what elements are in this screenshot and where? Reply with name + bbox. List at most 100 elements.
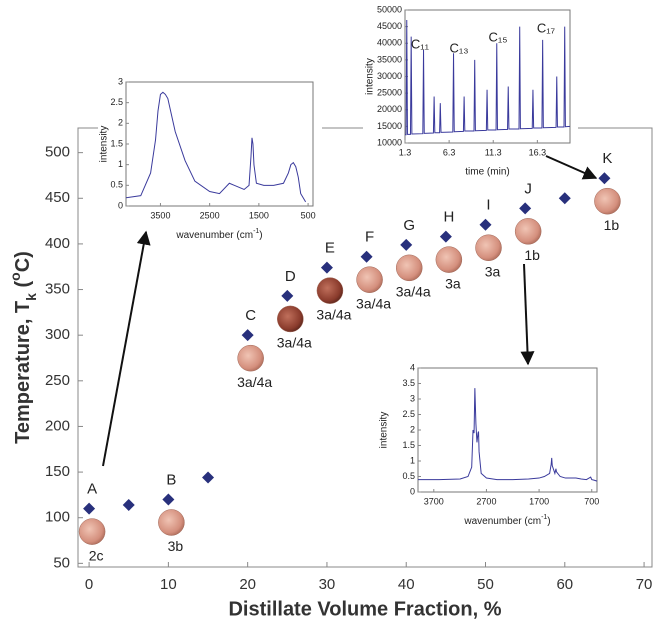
sample-photo [78, 518, 106, 545]
y-tick-label: 35000 [377, 54, 402, 64]
label-part: wavenumber (cm [175, 230, 253, 241]
data-point [162, 493, 175, 506]
sample-label: 1b [604, 217, 620, 233]
x-tick-label: 20 [239, 576, 256, 593]
y-tick-label: 2 [410, 424, 415, 434]
y-tick-label: 0 [118, 200, 123, 210]
y-tick-label: 20000 [377, 104, 402, 114]
data-point [360, 250, 373, 263]
y-tick-label: 200 [45, 417, 70, 434]
data-point [519, 202, 532, 215]
x-tick-label: 1700 [529, 496, 549, 506]
data-point [479, 218, 492, 231]
y-tick-label: 10000 [377, 137, 402, 147]
chart-layer: 10000 15000 20000 25000 30000 35000 40000 45000… [363, 2, 578, 182]
sample-label: 3a/4a [356, 295, 391, 311]
y-tick-label: 1.5 [110, 138, 123, 148]
sample-label: 3a/4a [396, 284, 431, 300]
label-sub: k [23, 293, 39, 301]
sample-photo [277, 305, 304, 333]
y-tick-label: 1.5 [402, 440, 415, 450]
x-tick-label: 2500 [200, 210, 220, 220]
sample-label: 3a [485, 263, 501, 279]
label-part: ) [259, 230, 262, 241]
y-tick-label: 0.5 [402, 471, 415, 481]
arrow [545, 155, 598, 180]
x-tick-label: 40 [398, 576, 415, 593]
y-tick-label: 45000 [377, 21, 402, 31]
x-tick-label: 11.3 [485, 147, 502, 157]
data-point [400, 238, 413, 251]
peak-label: C₁₇ [537, 20, 556, 35]
y-tick-label: 1 [410, 455, 415, 465]
y-tick-label: 50000 [377, 4, 402, 14]
y-tick-label: 300 [45, 326, 70, 343]
point-label: K [602, 150, 612, 167]
y-tick-label: 2.5 [110, 97, 123, 107]
y-axis-title: intensity [365, 58, 376, 95]
peak-label: C₁₁ [411, 36, 430, 51]
y-axis-title: Temperature, Tk (oC) [7, 251, 39, 444]
sample-photo [316, 277, 344, 304]
y-tick-label: 400 [45, 235, 70, 252]
arrow [102, 230, 151, 467]
points: 2c A 3b B 3a/4a C 3a/4a D 3a/4a E 3a/4a F 3a/4a G 3a H 3… [78, 150, 621, 563]
sample-label: 2c [89, 547, 104, 563]
label-part: ( [12, 280, 34, 293]
x-tick-label: 3500 [150, 210, 170, 220]
y-tick-label: 100 [45, 509, 70, 526]
data-point [439, 230, 452, 243]
data-line [405, 19, 571, 136]
sample-photo [475, 234, 502, 261]
y-tick-label: 2 [118, 118, 123, 128]
data-point [281, 289, 294, 302]
y-tick-label: 450 [45, 189, 70, 206]
x-tick-label: 1.3 [399, 147, 412, 157]
y-tick-label: 250 [45, 372, 70, 389]
sample-label: 3a/4a [237, 374, 272, 390]
y-axis-title: intensity [379, 412, 390, 449]
x-tick-label: 70 [636, 576, 653, 593]
x-tick-label: 60 [556, 576, 573, 593]
sample-photo [435, 246, 463, 273]
y-tick-label: 15000 [377, 121, 402, 131]
y-tick-label: 500 [45, 144, 70, 161]
x-tick-label: 10 [160, 576, 177, 593]
x-axis-title: Distillate Volume Fraction, % [228, 598, 501, 620]
point-label: J [524, 180, 532, 197]
sample-label: 3a [445, 275, 461, 291]
x-tick-label: 16.3 [529, 147, 547, 157]
label-part: C) [12, 251, 34, 272]
y-tick-label: 3 [410, 393, 415, 403]
peak-label: C₁₃ [449, 40, 468, 55]
data-point [320, 261, 333, 274]
x-tick-label: 0 [85, 576, 93, 593]
sample-photo [594, 187, 621, 215]
sample-label: 3b [168, 538, 184, 554]
chart-layer: 0 0.5 1 1.5 2 2.5 3 3.5 4 3700 2700 1700 700 wavenumb… [375, 358, 603, 530]
y-tick-label: 30000 [377, 71, 402, 81]
y-tick-label: 3 [118, 76, 123, 86]
data-point [83, 502, 96, 515]
x-axis-title: wavenumber (cm-1) [463, 514, 550, 526]
y-tick-label: 1 [118, 159, 123, 169]
y-tick-label: 50 [53, 554, 70, 571]
point-label: I [486, 197, 490, 214]
x-tick-label: 3700 [424, 496, 444, 506]
sample-photo [395, 254, 423, 282]
sample-photo [514, 218, 542, 245]
sample-photo [356, 266, 383, 293]
point-label: C [245, 307, 256, 324]
x-tick-label: 700 [584, 496, 599, 506]
point-label: E [325, 240, 335, 257]
sample-photo [237, 344, 264, 372]
label-part: ) [547, 516, 550, 527]
chart-layer: 0 0.5 1 1.5 2 2.5 3 3500 2500 1500 500 wavenumber (… [98, 72, 322, 244]
point-label: H [443, 209, 454, 226]
sample-label: 3a/4a [277, 335, 312, 351]
y-tick-label: 4 [410, 362, 415, 372]
data-point [241, 329, 254, 342]
data-line [418, 388, 598, 482]
